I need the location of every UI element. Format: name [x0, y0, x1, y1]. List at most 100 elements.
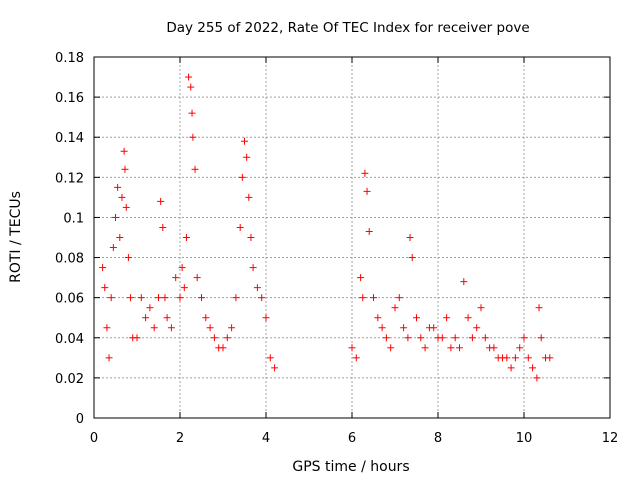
data-point — [99, 264, 107, 272]
data-point — [210, 334, 218, 342]
data-point — [249, 264, 257, 272]
data-point — [490, 344, 498, 352]
data-point — [241, 137, 248, 145]
x-tick-label: 0 — [90, 431, 98, 446]
x-tick-label: 12 — [602, 431, 619, 446]
data-point — [468, 334, 476, 342]
y-tick-label: 0.1 — [63, 211, 84, 226]
data-point — [157, 197, 165, 205]
data-point — [206, 324, 214, 332]
data-point — [180, 284, 188, 292]
data-point — [243, 153, 251, 161]
data-point — [400, 324, 408, 332]
data-point — [142, 314, 150, 322]
data-point — [382, 334, 390, 342]
data-point — [258, 294, 266, 302]
data-point — [245, 193, 253, 201]
data-point — [408, 254, 416, 262]
data-point — [103, 324, 111, 332]
data-point — [101, 284, 109, 292]
y-tick-label: 0.06 — [55, 292, 84, 307]
data-point — [395, 294, 403, 302]
x-tick-label: 8 — [434, 431, 442, 446]
y-tick-label: 0.14 — [55, 131, 84, 146]
data-point — [460, 278, 468, 286]
data-point — [438, 334, 446, 342]
data-point — [105, 354, 113, 362]
data-point — [507, 364, 515, 372]
data-point — [456, 344, 463, 352]
data-point — [537, 334, 545, 342]
data-point — [477, 304, 485, 312]
data-point — [511, 354, 519, 362]
data-point — [167, 324, 175, 332]
data-point — [406, 234, 414, 241]
data-point — [178, 264, 186, 272]
data-point — [159, 223, 167, 231]
data-point — [533, 374, 541, 382]
data-point — [391, 304, 399, 312]
x-tick-label: 6 — [348, 431, 356, 446]
data-point — [107, 294, 115, 302]
data-point — [370, 294, 377, 302]
y-tick-label: 0.12 — [55, 171, 84, 186]
data-point — [357, 274, 365, 282]
x-tick-label: 4 — [262, 431, 270, 446]
axis-ticks: 0 2 4 6 8 10 12 0 0.02 0.04 0.06 0.08 0.1 0.12 0.14 0.1… — [55, 51, 618, 446]
plot-frame — [93, 56, 611, 419]
data-point — [189, 133, 197, 141]
data-point — [361, 169, 369, 177]
data-point — [118, 193, 126, 201]
data-point — [137, 294, 145, 302]
x-axis-label: GPS time / hours — [292, 459, 409, 475]
y-tick-label: 0.18 — [55, 51, 84, 66]
data-point — [188, 109, 196, 117]
data-point — [109, 244, 117, 252]
data-point — [413, 314, 420, 322]
data-point — [198, 294, 205, 302]
data-point — [121, 165, 129, 173]
data-point — [161, 294, 169, 302]
data-point — [232, 294, 240, 302]
y-axis-label: ROTI / TECUs — [8, 191, 24, 283]
data-point — [503, 354, 511, 362]
data-point — [464, 314, 472, 322]
x-tick-label: 2 — [176, 431, 184, 446]
data-point — [271, 364, 279, 372]
data-point — [120, 147, 128, 155]
data-point — [176, 294, 184, 302]
data-point — [473, 324, 481, 332]
data-point — [228, 324, 236, 332]
data-point — [124, 254, 132, 262]
y-tick-label: 0.16 — [55, 91, 84, 106]
data-point — [352, 354, 360, 362]
data-point — [451, 334, 459, 342]
y-tick-label: 0.04 — [55, 332, 84, 347]
data-point — [133, 334, 141, 342]
data-point — [417, 334, 425, 342]
data-point — [359, 294, 367, 302]
data-point — [421, 344, 429, 352]
x-tick-label: 10 — [516, 431, 533, 446]
data-point — [404, 334, 412, 342]
data-point — [447, 344, 455, 352]
data-point — [238, 173, 246, 181]
data-point — [172, 274, 180, 282]
data-point — [236, 223, 244, 231]
data-point — [516, 344, 524, 352]
data-point — [150, 324, 158, 332]
data-point — [155, 294, 162, 302]
data-point — [253, 284, 261, 292]
data-point — [146, 304, 154, 312]
data-point — [114, 183, 122, 191]
data-point — [365, 227, 373, 235]
y-tick-label: 0 — [76, 412, 84, 427]
data-points — [99, 73, 554, 382]
data-point — [202, 314, 210, 322]
data-point — [363, 187, 371, 195]
data-point — [193, 274, 201, 282]
data-point — [191, 165, 199, 173]
data-point — [535, 304, 543, 312]
data-point — [187, 83, 195, 91]
